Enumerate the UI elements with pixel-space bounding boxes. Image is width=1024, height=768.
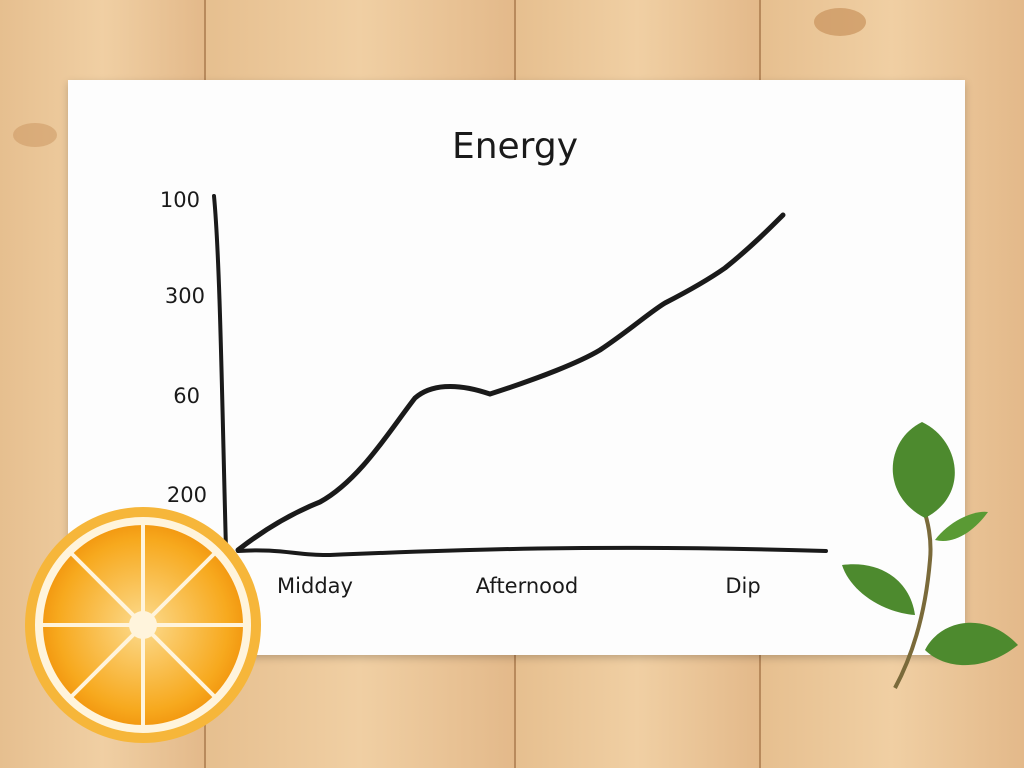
x-axis-label: Dip: [725, 574, 760, 598]
y-axis-label: 200: [167, 483, 207, 507]
y-axis-label: 60: [173, 384, 200, 408]
x-axis-label: Afternood: [476, 574, 578, 598]
x-axis-label: Midday: [277, 574, 353, 598]
chart-title: Energy: [452, 126, 578, 167]
leaf-sprig: [842, 422, 1018, 689]
y-axis-label: 100: [160, 188, 200, 212]
axes: [212, 194, 828, 558]
x-axis: [236, 545, 828, 558]
y-axis-label: 300: [165, 284, 205, 308]
drawn-line: [235, 212, 786, 553]
orange-slice: [25, 507, 261, 743]
y-axis: [212, 194, 228, 552]
